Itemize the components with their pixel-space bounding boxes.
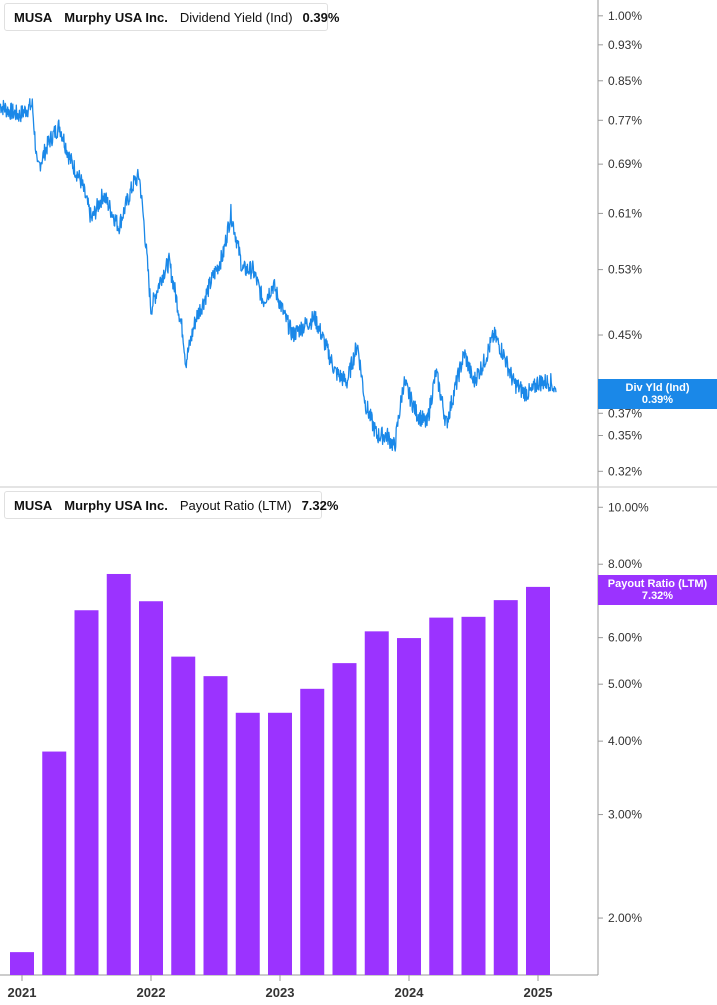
- payout-bar: [235, 712, 260, 975]
- payout-bar: [526, 586, 550, 975]
- payout-bar: [42, 751, 67, 975]
- x-tick-label: 2021: [8, 985, 37, 1000]
- y-tick-label: 1.00%: [608, 9, 642, 23]
- legend-ticker: MUSA: [14, 9, 53, 25]
- y-tick-label: 4.00%: [608, 734, 642, 748]
- legend-value: 0.39%: [302, 9, 340, 25]
- dividend-yield-legend: MUSA Murphy USA Inc. Dividend Yield (Ind…: [4, 3, 339, 31]
- x-tick-label: 2023: [266, 985, 295, 1000]
- payout-bar: [268, 712, 292, 975]
- payout-bar: [332, 663, 357, 975]
- payout-bar: [139, 601, 163, 975]
- y-tick-label: 0.77%: [608, 113, 642, 127]
- y-tick-label: 0.93%: [608, 38, 642, 52]
- payout-bar: [429, 617, 454, 975]
- y-tick-label: 0.45%: [608, 328, 642, 342]
- payout-ratio-badge: Payout Ratio (LTM) 7.32%: [598, 575, 717, 605]
- y-tick-label: 0.32%: [608, 464, 642, 478]
- legend-company: Murphy USA Inc.: [64, 9, 168, 25]
- payout-bar: [106, 573, 131, 975]
- payout-bar: [493, 600, 518, 975]
- y-tick-label: 8.00%: [608, 557, 642, 571]
- x-tick-label: 2025: [524, 985, 553, 1000]
- dividend-yield-line: [0, 98, 557, 452]
- y-tick-label: 0.53%: [608, 263, 642, 277]
- payout-ratio-legend: MUSA Murphy USA Inc. Payout Ratio (LTM) …: [4, 491, 338, 519]
- legend-metric: Dividend Yield (Ind): [179, 9, 293, 25]
- payout-bar: [461, 616, 486, 975]
- x-tick-label: 2024: [395, 985, 425, 1000]
- payout-bar: [364, 631, 389, 975]
- badge-value: 0.39%: [641, 394, 674, 406]
- y-tick-label: 2.00%: [608, 911, 642, 925]
- legend-ticker: MUSA: [14, 497, 53, 513]
- badge-value: 7.32%: [641, 590, 674, 602]
- payout-bar: [171, 656, 196, 975]
- y-tick-label: 6.00%: [608, 631, 642, 645]
- payout-bar: [300, 688, 325, 975]
- payout-bar: [74, 610, 99, 975]
- legend-metric: Payout Ratio (LTM): [179, 497, 292, 513]
- payout-bar: [203, 676, 228, 975]
- payout-bar: [397, 638, 421, 975]
- badge-label: Div Yld (Ind): [625, 382, 690, 394]
- y-tick-label: 3.00%: [608, 808, 642, 822]
- y-tick-label: 0.37%: [608, 406, 642, 420]
- payout-bar: [10, 952, 34, 975]
- y-tick-label: 10.00%: [608, 500, 649, 514]
- y-tick-label: 5.00%: [608, 677, 642, 691]
- payout-ratio-plot: [10, 573, 550, 975]
- y-tick-label: 0.69%: [608, 157, 642, 171]
- tick-labels: 1.00% 0.93% 0.85% 0.77% 0.69% 0.61% 0.53% 0.45%…: [8, 9, 649, 1000]
- legend-value: 7.32%: [301, 497, 339, 513]
- y-tick-label: 0.35%: [608, 428, 642, 442]
- badge-label: Payout Ratio (LTM): [607, 578, 708, 590]
- dividend-yield-badge: Div Yld (Ind) 0.39%: [598, 379, 717, 409]
- legend-company: Murphy USA Inc.: [64, 497, 168, 513]
- dividend-yield-plot: [0, 98, 557, 452]
- y-tick-label: 0.85%: [608, 74, 642, 88]
- x-tick-label: 2022: [137, 985, 166, 1000]
- y-tick-label: 0.61%: [608, 206, 642, 220]
